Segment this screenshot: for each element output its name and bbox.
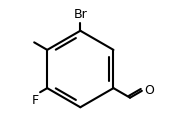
Text: Br: Br: [74, 7, 87, 21]
Text: F: F: [32, 94, 39, 107]
Text: O: O: [144, 84, 154, 97]
